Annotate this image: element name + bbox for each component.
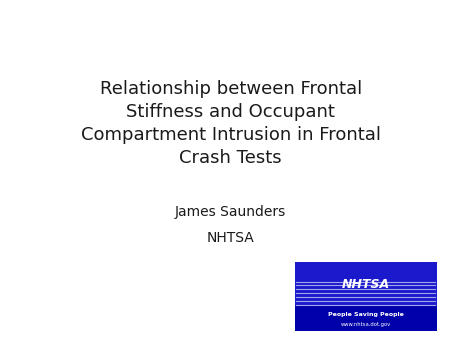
Text: Relationship between Frontal
Stiffness and Occupant
Compartment Intrusion in Fro: Relationship between Frontal Stiffness a… [81, 80, 381, 167]
Text: NHTSA: NHTSA [207, 231, 255, 245]
FancyBboxPatch shape [295, 306, 436, 331]
Text: www.nhtsa.dot.gov: www.nhtsa.dot.gov [341, 322, 391, 327]
Text: People Saving People: People Saving People [328, 312, 404, 317]
FancyBboxPatch shape [295, 262, 436, 331]
Text: NHTSA: NHTSA [342, 278, 390, 291]
Text: James Saunders: James Saunders [175, 205, 286, 219]
